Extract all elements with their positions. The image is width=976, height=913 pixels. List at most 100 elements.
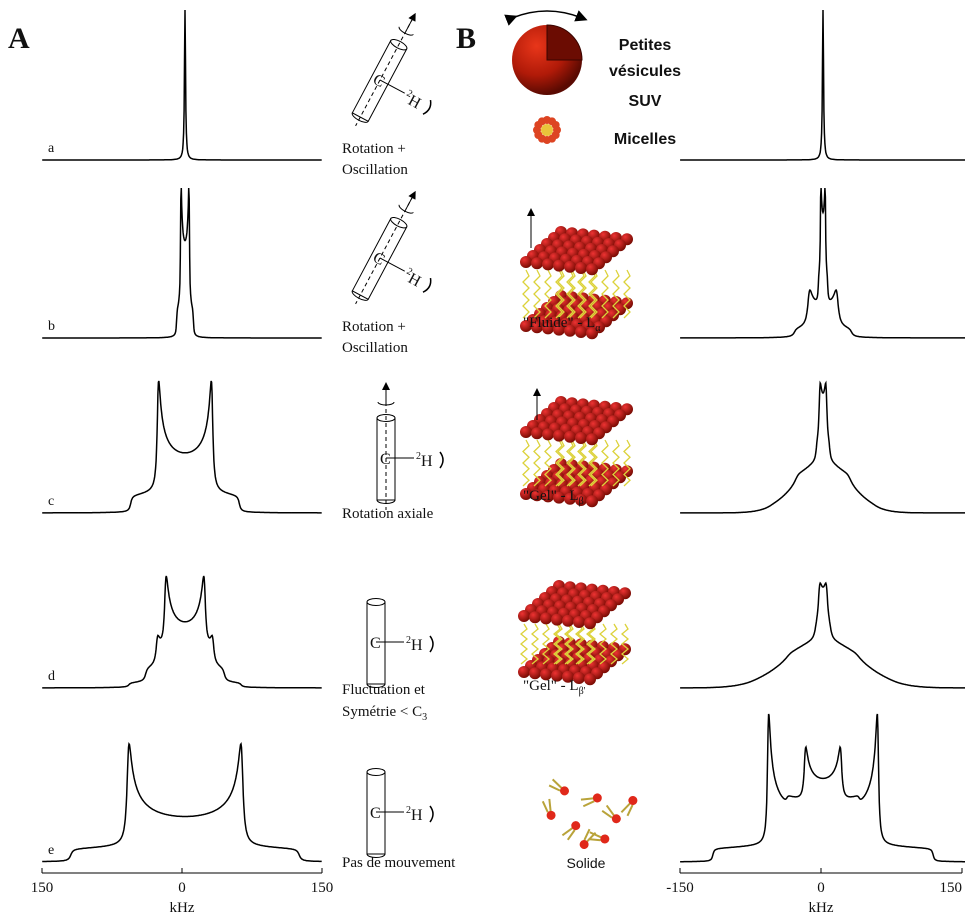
lipid-head <box>573 672 585 684</box>
lipid-head <box>529 611 541 624</box>
atom: H <box>411 637 423 654</box>
label: Micelles <box>614 131 676 148</box>
label: Solide <box>567 855 606 871</box>
lipid-tail <box>601 804 615 819</box>
lipid-tail <box>623 269 631 319</box>
lipid-head <box>518 666 530 678</box>
lipid-tail <box>557 269 565 319</box>
lipid <box>561 821 581 841</box>
lipid-tail <box>544 269 552 319</box>
label: Fluctuation et <box>342 682 426 698</box>
lipid-tail <box>568 269 576 319</box>
lipid-tail <box>588 269 596 319</box>
lipid-tail <box>530 623 540 665</box>
label: 150 <box>31 880 54 896</box>
atom: 2H <box>401 266 425 291</box>
lipid-tail <box>576 623 586 665</box>
lipid-tail <box>566 269 574 319</box>
atom: H <box>421 453 433 470</box>
lipid-head <box>564 324 576 337</box>
lipid-head <box>562 614 574 627</box>
lipid-head <box>575 326 587 338</box>
lipid-tail <box>588 831 602 842</box>
lipid-tail <box>548 778 563 792</box>
lipid-head <box>520 256 532 268</box>
label: c <box>48 494 54 509</box>
lipid-head <box>520 320 532 332</box>
lipid <box>580 793 602 808</box>
lipid-tail <box>579 439 587 487</box>
lipid-head <box>531 257 543 270</box>
subscript: α <box>595 323 601 334</box>
lipid-head <box>546 810 556 820</box>
lipid-tail <box>555 439 563 487</box>
lipid-head <box>562 670 574 683</box>
atom: H <box>411 807 423 824</box>
label: 0 <box>178 880 186 896</box>
lipid-head <box>553 259 565 272</box>
lipid-tail <box>598 623 608 665</box>
lipid-head <box>628 796 638 805</box>
spectrum <box>680 713 965 863</box>
lipid-head <box>586 327 598 340</box>
lipid-tail <box>557 439 565 487</box>
subscript: β <box>579 496 584 507</box>
spectrum <box>680 9 965 161</box>
lipid-tail <box>585 623 595 665</box>
molecule: C2H <box>351 12 432 127</box>
label: kHz <box>170 900 195 913</box>
lipid-head <box>611 814 621 824</box>
label: d <box>48 669 55 684</box>
lipid-tail <box>541 623 551 665</box>
atom: 2H <box>406 805 423 824</box>
lipid-head <box>531 321 543 334</box>
cylinder-bottom <box>366 683 386 688</box>
lipid-head <box>553 491 565 504</box>
isotope: 2 <box>405 266 415 278</box>
lipid-tail <box>588 439 596 487</box>
lipid-head <box>551 613 563 626</box>
molecule: C2H <box>351 190 432 305</box>
oscillation <box>439 451 444 469</box>
lipid-head <box>529 667 541 680</box>
lipid-tail <box>574 623 584 665</box>
lipid-tail <box>533 269 541 319</box>
lipid-tail <box>577 269 585 319</box>
atom: C <box>370 635 381 652</box>
lipid-tail <box>565 623 575 665</box>
cylinder-top <box>366 598 386 606</box>
lipid-head <box>520 488 532 500</box>
spectrum <box>680 380 965 514</box>
rotation <box>398 26 414 36</box>
lipid-tail <box>519 623 529 665</box>
axis <box>355 17 414 127</box>
label: vésicules <box>609 63 681 80</box>
lipid-tail <box>590 439 598 487</box>
lipid-tail <box>587 623 597 665</box>
lipid-tail <box>522 439 530 487</box>
label: "Fluide" - Lα <box>523 315 601 334</box>
isotope: 2 <box>406 635 411 646</box>
label: a <box>48 141 55 156</box>
lipid-tail <box>544 439 552 487</box>
lipid-head <box>564 430 576 443</box>
oscillation <box>429 635 434 653</box>
lipid-tail <box>583 828 597 843</box>
lipid-head <box>542 258 554 271</box>
lipid-head <box>586 495 598 508</box>
label: Pas de mouvement <box>342 855 456 871</box>
lipid-head <box>575 432 587 444</box>
lipid-head <box>531 489 543 502</box>
lipid <box>620 796 638 817</box>
lipid-tail <box>554 623 564 665</box>
lipid-head <box>551 669 563 682</box>
lipid-head <box>600 834 610 844</box>
label: 150 <box>311 880 334 896</box>
lipid-head <box>571 821 581 831</box>
micelle-core <box>541 124 553 136</box>
lipid-tail <box>566 439 574 487</box>
label: 0 <box>817 880 825 896</box>
label: Symétrie < C3 <box>342 704 427 723</box>
